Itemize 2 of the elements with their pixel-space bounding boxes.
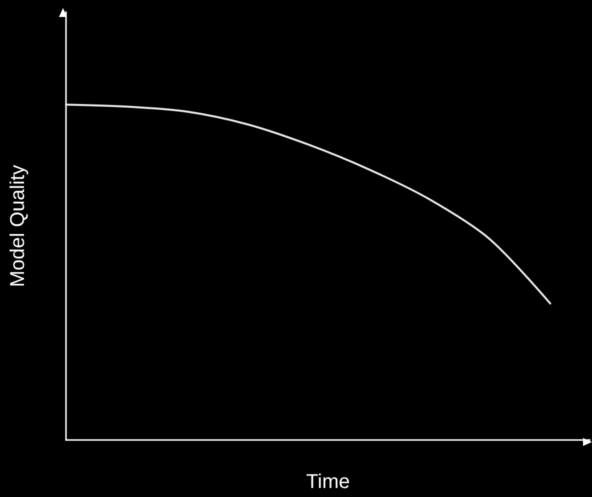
- y-axis-title: Model Quality: [7, 164, 29, 288]
- x-axis-title: Time: [306, 471, 350, 493]
